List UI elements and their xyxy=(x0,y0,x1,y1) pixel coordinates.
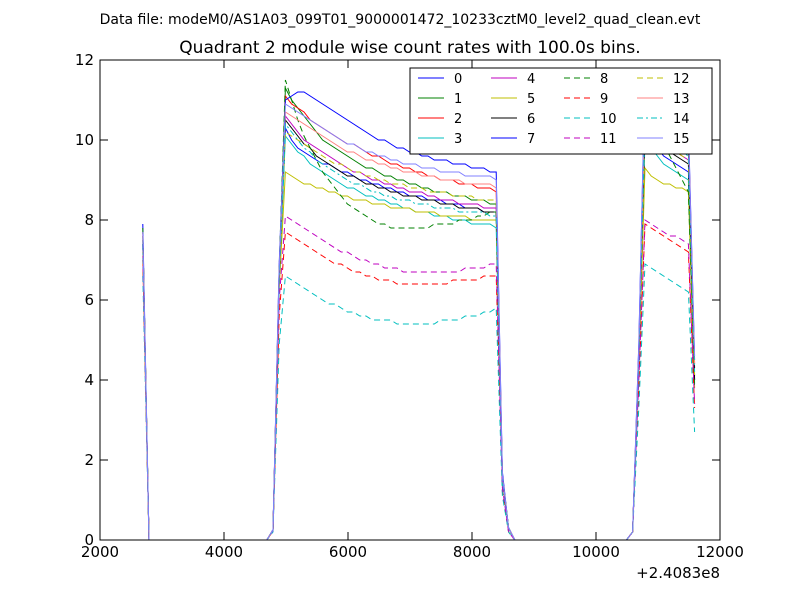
legend-label-14: 14 xyxy=(673,112,690,127)
series-line-2 xyxy=(142,94,696,540)
x-tick-label: 12000 xyxy=(696,543,744,561)
x-tick-label: 6000 xyxy=(329,543,367,561)
x-axis-offset-label: +2.4083e8 xyxy=(636,564,720,582)
series-line-8 xyxy=(142,79,696,540)
y-tick-label: 10 xyxy=(75,131,94,149)
y-tick-label: 8 xyxy=(84,211,94,229)
x-tick-label: 4000 xyxy=(205,543,243,561)
legend-label-10: 10 xyxy=(600,112,617,127)
figure-suptitle: Data file: modeM0/AS1A03_099T01_90000014… xyxy=(100,12,701,28)
series-line-13 xyxy=(142,103,696,540)
y-tick-label: 2 xyxy=(84,451,94,469)
legend-label-1: 1 xyxy=(454,92,462,107)
legend-label-0: 0 xyxy=(454,72,462,87)
series-line-6 xyxy=(142,118,696,540)
series-line-14 xyxy=(142,114,696,540)
legend-label-3: 3 xyxy=(454,132,462,147)
legend-label-8: 8 xyxy=(600,72,608,87)
y-tick-label: 6 xyxy=(84,291,94,309)
x-tick-label: 8000 xyxy=(453,543,491,561)
series-line-5 xyxy=(142,166,696,540)
chart-title: Quadrant 2 module wise count rates with … xyxy=(179,38,640,58)
legend-label-6: 6 xyxy=(527,112,535,127)
legend-label-4: 4 xyxy=(527,72,535,87)
y-tick-label: 0 xyxy=(84,531,94,549)
legend-label-2: 2 xyxy=(454,112,462,127)
x-tick-label: 10000 xyxy=(572,543,620,561)
legend-box xyxy=(409,67,713,155)
series-line-1 xyxy=(142,86,696,540)
series-line-0 xyxy=(142,126,696,540)
legend-label-9: 9 xyxy=(600,92,608,107)
legend-label-12: 12 xyxy=(673,72,690,87)
series-line-15 xyxy=(142,67,696,540)
series-line-4 xyxy=(142,114,696,540)
legend-label-13: 13 xyxy=(673,92,690,107)
series-line-10 xyxy=(142,263,696,540)
legend-label-5: 5 xyxy=(527,92,535,107)
x-tick-label: 2000 xyxy=(81,543,119,561)
y-tick-label: 12 xyxy=(75,51,94,69)
legend-label-15: 15 xyxy=(673,132,690,147)
legend-label-7: 7 xyxy=(527,132,535,147)
y-tick-label: 4 xyxy=(84,371,94,389)
legend-label-11: 11 xyxy=(600,132,617,147)
